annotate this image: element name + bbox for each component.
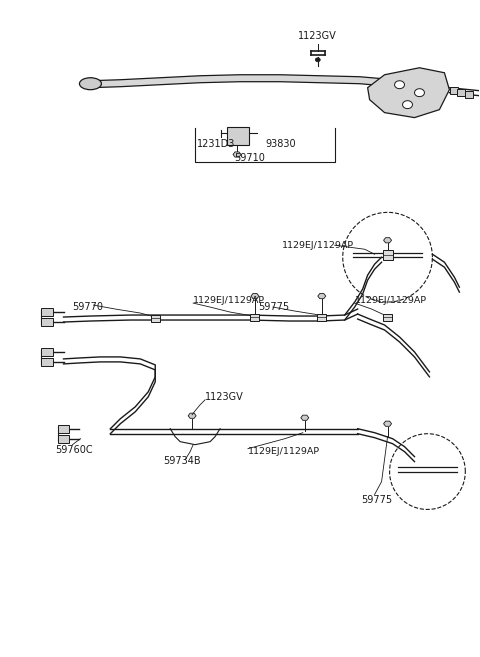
Bar bbox=[383, 250, 393, 260]
Text: 59775: 59775 bbox=[361, 495, 393, 505]
Bar bbox=[58, 435, 70, 443]
Bar bbox=[41, 358, 52, 366]
Text: 59770: 59770 bbox=[72, 302, 104, 312]
Bar bbox=[227, 127, 249, 145]
Text: 1129EJ/1129AP: 1129EJ/1129AP bbox=[355, 296, 427, 305]
Polygon shape bbox=[384, 421, 392, 426]
Bar bbox=[251, 313, 260, 321]
Polygon shape bbox=[251, 294, 259, 299]
Polygon shape bbox=[318, 294, 326, 299]
Polygon shape bbox=[301, 415, 309, 420]
Bar bbox=[317, 313, 326, 321]
Text: 1123GV: 1123GV bbox=[205, 392, 244, 402]
Polygon shape bbox=[403, 101, 412, 108]
Text: 1129EJ/1129AP: 1129EJ/1129AP bbox=[248, 447, 320, 456]
Polygon shape bbox=[368, 68, 449, 118]
Polygon shape bbox=[188, 413, 196, 419]
Bar bbox=[41, 348, 52, 356]
Text: 1231D3: 1231D3 bbox=[197, 139, 236, 148]
Polygon shape bbox=[415, 89, 424, 97]
Bar bbox=[151, 315, 160, 321]
Bar bbox=[383, 313, 392, 321]
Text: 59760C: 59760C bbox=[56, 445, 93, 455]
Bar bbox=[450, 87, 458, 94]
Bar bbox=[457, 89, 465, 96]
Polygon shape bbox=[233, 152, 241, 157]
Polygon shape bbox=[90, 75, 430, 98]
Bar bbox=[41, 318, 52, 326]
Text: 93830: 93830 bbox=[265, 139, 296, 148]
Bar bbox=[58, 424, 70, 433]
Ellipse shape bbox=[80, 78, 101, 90]
Text: 59710: 59710 bbox=[235, 154, 265, 164]
Bar bbox=[465, 91, 473, 98]
Text: 1129EJ/1129AP: 1129EJ/1129AP bbox=[193, 296, 265, 305]
Text: 59734B: 59734B bbox=[163, 455, 201, 466]
Text: 59775: 59775 bbox=[258, 302, 289, 312]
Text: 1123GV: 1123GV bbox=[298, 31, 336, 41]
Bar bbox=[41, 308, 52, 316]
Polygon shape bbox=[384, 238, 392, 243]
Polygon shape bbox=[395, 81, 405, 89]
Polygon shape bbox=[315, 58, 320, 62]
Text: 1129EJ/1129AP: 1129EJ/1129AP bbox=[282, 240, 354, 250]
